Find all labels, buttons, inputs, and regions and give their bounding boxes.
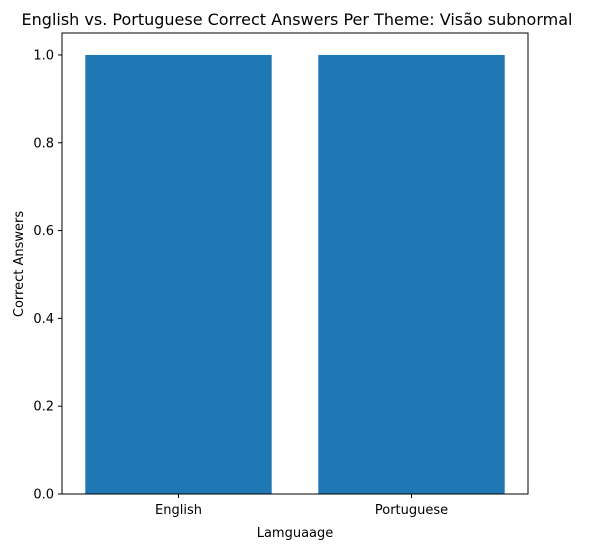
x-axis-label: Lamguaage [257, 526, 334, 541]
y-tick-label: 1.0 [33, 48, 54, 63]
y-tick-label: 0.4 [33, 312, 54, 327]
chart-title: English vs. Portuguese Correct Answers P… [22, 10, 573, 29]
x-axis: English Portuguese [155, 494, 448, 518]
y-tick-label: 0.2 [33, 400, 54, 415]
bar-english [85, 54, 272, 494]
y-tick-label: 0.6 [33, 224, 54, 239]
x-tick-label: English [155, 503, 202, 518]
y-axis-label: Correct Answers [12, 211, 27, 317]
y-tick-label: 0.8 [33, 136, 54, 151]
plot-frame [61, 32, 529, 495]
bars-group [85, 54, 505, 494]
y-tick-label: 0.0 [33, 488, 54, 503]
x-tick-label: Portuguese [375, 503, 448, 518]
y-axis: 0.0 0.2 0.4 0.6 0.8 1.0 [33, 48, 62, 503]
bar-portuguese [318, 54, 505, 494]
